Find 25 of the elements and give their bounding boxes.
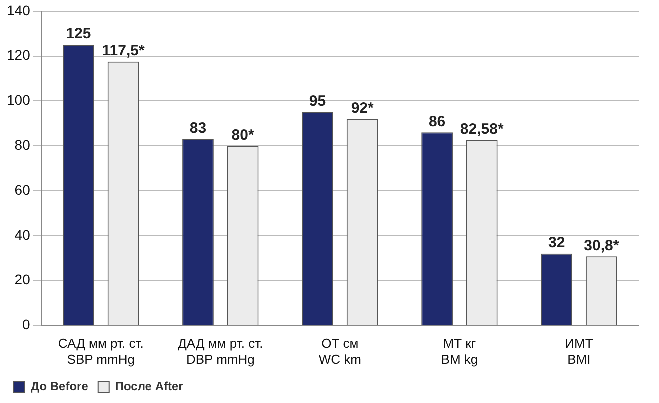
y-tick-label: 100	[7, 92, 31, 108]
y-tick-label: 20	[14, 272, 31, 288]
data-label: 117,5*	[102, 42, 145, 60]
data-label: 30,8*	[584, 237, 620, 254]
data-label: 92*	[351, 100, 374, 117]
x-tick-label: ДАД мм рт. ст. DBP mmHg	[178, 336, 264, 367]
x-tick-label: МТ кг BM kg	[441, 336, 478, 367]
x-tick-label: ИМТ BMI	[565, 336, 594, 367]
y-tick-label: 0	[22, 316, 31, 333]
data-label: 80*	[232, 126, 254, 144]
data-label: 95	[309, 93, 326, 110]
legend-label: После After	[115, 379, 184, 394]
x-tick-label: ОТ см WC km	[318, 336, 362, 367]
y-tick-label: 60	[14, 182, 31, 198]
data-label: 32	[548, 234, 566, 252]
data-label: 86	[428, 113, 446, 130]
y-tick-label: 140	[7, 2, 31, 18]
y-tick-label: 120	[7, 47, 31, 64]
y-tick-label: 80	[14, 137, 31, 153]
data-label: 83	[190, 120, 207, 138]
data-label: 125	[66, 26, 92, 43]
legend-label: До Before	[31, 379, 89, 394]
x-tick-label: САД мм рт. ст. SBP mmHg	[58, 336, 144, 367]
data-label: 82,58*	[460, 120, 504, 138]
y-tick-label: 40	[14, 226, 31, 243]
